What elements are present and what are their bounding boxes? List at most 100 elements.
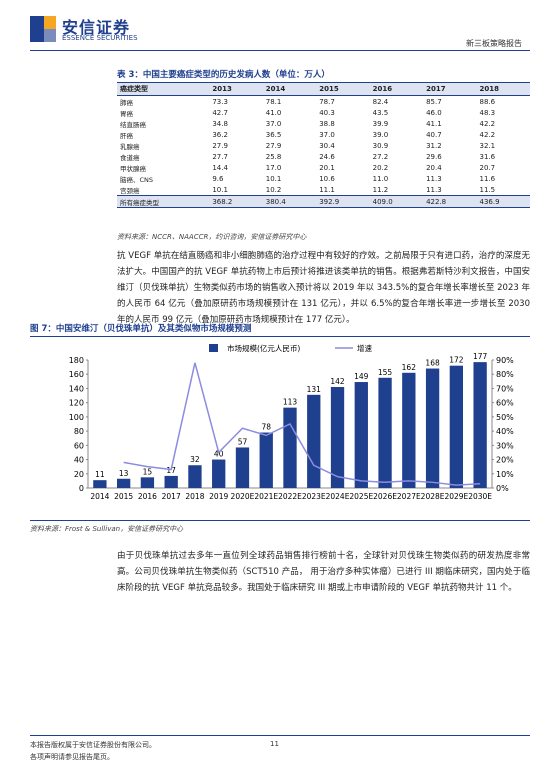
- table-cell: 食道癌: [120, 153, 140, 162]
- table-cell: 14.4: [212, 163, 228, 172]
- y-tick-label: 140: [69, 384, 84, 393]
- y-tick-label: 20: [74, 470, 84, 479]
- table-cell: 27.7: [212, 152, 228, 161]
- value-label: 15: [143, 467, 153, 476]
- figure-source: 资料来源：Frost & Sullivan，安信证券研究中心: [30, 525, 184, 533]
- table-cell: 368.2: [209, 195, 263, 208]
- table-cell: 41.0: [265, 108, 282, 117]
- table-cell: 30.9: [372, 141, 389, 150]
- bar: [188, 465, 202, 488]
- logo-subname: ESSENCE SECURITIES: [62, 34, 138, 42]
- bar: [140, 477, 155, 488]
- table-cell: 40.7: [426, 130, 442, 139]
- table-cell: 胃癌: [120, 109, 133, 118]
- table-cell: 38.8: [319, 119, 335, 128]
- table-cell: 380.4: [262, 195, 317, 208]
- table: 癌症类型 2013 2014 2015 2016 2017 2018 肺癌 73.3 78.1 78…: [117, 82, 530, 208]
- table-cell: 46.0: [426, 108, 442, 117]
- bar: [330, 387, 345, 488]
- table-row: 结直肠癌 34.8 37.0 38.8 39.9 41.1 42.2: [117, 118, 530, 129]
- table-cell: 11.3: [426, 185, 442, 194]
- table-cell: 17.0: [265, 163, 282, 172]
- table-cell: 88.6: [479, 97, 496, 106]
- value-label: 162: [402, 363, 417, 372]
- table-row: 肺癌 73.3 78.1 78.7 82.4 85.7 88.6: [117, 96, 530, 108]
- table-cell: 42.7: [212, 108, 228, 117]
- x-tick-label: 2025E: [349, 492, 373, 501]
- table-cell: 40.3: [319, 108, 335, 117]
- value-label: 155: [378, 368, 393, 377]
- table-cell: 78.7: [319, 97, 335, 106]
- table-cell: 27.9: [212, 141, 228, 150]
- figure-rule: [30, 336, 530, 337]
- table-row: 肝癌 36.2 36.5 37.0 39.0 40.7 42.2: [117, 129, 530, 140]
- y2-tick-label: 60%: [496, 399, 514, 408]
- y2-tick-label: 30%: [496, 441, 514, 450]
- table-cell: 20.2: [372, 163, 389, 172]
- table-cell: 9.6: [212, 174, 224, 183]
- table-row: 脑癌、CNS 9.6 10.1 10.6 11.0 11.3 11.6: [117, 173, 530, 184]
- footer-rule: [30, 735, 530, 736]
- bar: [235, 447, 250, 488]
- table-cell: 11.0: [372, 174, 389, 183]
- table-cell: 31.2: [426, 141, 442, 150]
- x-tick-label: 2029E: [444, 492, 468, 501]
- table-cell: 36.5: [265, 130, 282, 139]
- table-cell: 27.2: [372, 152, 389, 161]
- table-cell: 37.0: [265, 119, 282, 128]
- column-header: 2014: [262, 82, 317, 96]
- value-label: 168: [425, 359, 440, 368]
- table-cell: 11.5: [479, 185, 496, 194]
- table-cell: 甲状腺癌: [120, 164, 146, 173]
- x-tick-label: 2018: [185, 492, 204, 501]
- x-tick-label: 2026E: [373, 492, 397, 501]
- table-cell: 11.6: [479, 174, 496, 183]
- table-cell: 乳腺癌: [120, 142, 140, 151]
- table-cell: 31.6: [479, 152, 496, 161]
- x-tick-label: 2022E: [278, 492, 302, 501]
- bar: [164, 475, 178, 488]
- table-cell: 39.9: [372, 119, 389, 128]
- y-tick-label: 180: [69, 356, 84, 365]
- value-label: 149: [354, 372, 369, 381]
- y-tick-label: 60: [74, 441, 84, 450]
- table-cell: 42.2: [479, 130, 496, 139]
- header-rule: [30, 50, 530, 51]
- paragraph: 由于贝伐珠单抗过去多年一直位列全球药品销售排行榜前十名，全球针对贝伐珠生物类似药…: [117, 551, 530, 593]
- table-cell: 结直肠癌: [120, 120, 146, 129]
- bar: [402, 372, 416, 488]
- logo-icon: [30, 16, 56, 42]
- value-label: 32: [190, 455, 200, 464]
- value-label: 113: [283, 398, 298, 407]
- column-header: 2016: [369, 82, 424, 96]
- x-tick-label: 2016: [138, 492, 157, 501]
- value-label: 172: [449, 356, 464, 365]
- table-cell: 82.4: [372, 97, 389, 106]
- value-label: 142: [330, 377, 345, 386]
- legend-label: 增速: [357, 343, 372, 353]
- x-tick-label: 2014: [90, 492, 109, 501]
- table-cell: 34.8: [212, 119, 228, 128]
- x-tick-label: 2024E: [326, 492, 350, 501]
- y2-tick-label: 50%: [496, 413, 514, 422]
- bar: [116, 478, 131, 488]
- value-label: 57: [238, 437, 248, 446]
- figure-rule: [30, 520, 530, 521]
- table-cell: 10.1: [265, 174, 282, 183]
- y-tick-label: 100: [69, 413, 84, 422]
- x-tick-label: 2015: [114, 492, 133, 501]
- table-header-row: 癌症类型 2013 2014 2015 2016 2017 2018: [117, 82, 530, 96]
- y-tick-label: 120: [69, 399, 84, 408]
- column-header: 2018: [476, 82, 530, 96]
- table-cell: 43.5: [372, 108, 389, 117]
- bar: [259, 432, 273, 488]
- table-cell: 20.1: [319, 163, 335, 172]
- table-cell: 48.3: [479, 108, 496, 117]
- bar: [283, 407, 297, 488]
- bar: [212, 459, 226, 488]
- table-cell: 409.0: [369, 195, 424, 208]
- y-tick-label: 0: [79, 484, 84, 493]
- table-cell: 29.6: [426, 152, 442, 161]
- legend-swatch: [209, 344, 218, 352]
